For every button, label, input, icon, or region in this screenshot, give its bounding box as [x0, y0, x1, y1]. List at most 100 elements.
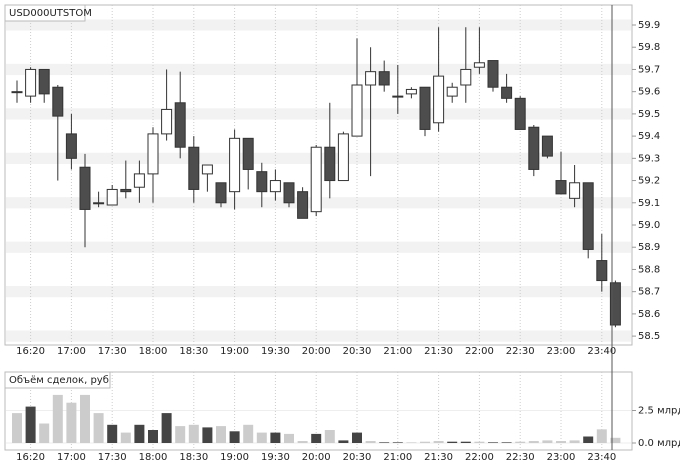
x-tick-label: 22:00 [465, 346, 494, 357]
candle-body [201, 164, 213, 175]
candle-body [38, 68, 50, 95]
volume-bar [474, 441, 485, 443]
x-tick-label: 20:30 [343, 346, 372, 357]
candle-body [419, 86, 431, 130]
y-tick-label: 58.8 [638, 264, 660, 275]
title-box [4, 4, 86, 22]
volume-bar [107, 424, 118, 443]
y-tick-label: 59.6 [638, 87, 660, 98]
volume-bar [39, 423, 50, 443]
plot-layer: 58.5 58.6 58.7 58.8 58.9 59.0 59.1 59.2 59.3 59.4… [6, 5, 680, 463]
volume-bar [596, 429, 607, 443]
volume-bar [148, 430, 158, 443]
y-tick-label: 59.3 [638, 153, 660, 164]
x-tick-label: 19:00 [220, 346, 249, 357]
volume-bar [216, 426, 226, 443]
volume-bar [93, 413, 104, 443]
candle-body [351, 84, 363, 137]
candle-body [473, 62, 485, 68]
volume-bar [134, 424, 145, 443]
y-tick-label: 59.0 [638, 220, 660, 231]
x-tick-label: 20:00 [302, 346, 331, 357]
x-tick-label: 21:30 [424, 346, 453, 357]
candle-body [555, 180, 567, 195]
candle-body [501, 86, 513, 99]
volume-bar [379, 442, 390, 443]
volume-bar [175, 426, 186, 443]
grid-band [6, 19, 631, 31]
x-tick-label: 18:30 [179, 452, 208, 463]
volume-bar [25, 406, 36, 443]
volume-bar [80, 394, 90, 443]
candle-body [446, 86, 458, 97]
candle-body [229, 137, 241, 193]
candle-body [378, 71, 390, 86]
x-tick-label: 18:00 [139, 346, 168, 357]
x-tick-label: 21:30 [424, 452, 453, 463]
volume-bar [256, 432, 267, 443]
x-tick-label: 23:40 [587, 346, 616, 357]
volume-bar [52, 394, 63, 443]
candle-body [188, 146, 200, 190]
x-tick-label: 20:30 [343, 452, 372, 463]
volume-bar [556, 441, 566, 443]
candle-body [365, 71, 377, 86]
x-tick-label: 22:30 [506, 452, 535, 463]
candle-body [596, 260, 608, 282]
x-tick-label: 22:30 [506, 346, 535, 357]
x-tick-label: 17:00 [57, 346, 86, 357]
candle-body [528, 126, 540, 170]
x-tick-label: 23:00 [547, 452, 576, 463]
x-tick-label: 19:30 [261, 452, 290, 463]
y-tick-label: 59.9 [638, 20, 660, 31]
x-tick-label: 22:00 [465, 452, 494, 463]
candle-body [283, 182, 295, 204]
grid-band [6, 330, 631, 342]
grid-band [6, 108, 631, 120]
volume-bar [583, 436, 594, 443]
y-tick-label: 58.5 [638, 331, 660, 342]
candle-body [161, 108, 173, 135]
x-tick-label: 17:30 [98, 346, 127, 357]
candle-body [460, 68, 472, 86]
candle-body [133, 173, 145, 188]
volume-bar [243, 424, 254, 443]
candle-body [569, 182, 581, 199]
x-tick-label: 19:30 [261, 346, 290, 357]
grid-band [6, 241, 631, 253]
volume-title: Объём сделок, руб [9, 375, 109, 386]
candle-body [242, 137, 254, 170]
candle-body [405, 88, 417, 95]
volume-bar [202, 427, 213, 443]
candle-body [79, 166, 91, 210]
volume-bar [338, 440, 349, 443]
candle-body [582, 182, 594, 250]
volume-bar [284, 433, 294, 443]
x-tick-label: 16:20 [16, 346, 45, 357]
x-tick-label: 18:30 [179, 346, 208, 357]
volume-bar [365, 441, 376, 443]
candle-body [541, 135, 553, 157]
candle-body [324, 146, 336, 182]
candle-body [609, 282, 621, 326]
grid-band [6, 286, 631, 298]
y-tick-label: 59.8 [638, 42, 660, 53]
candle-body [310, 146, 322, 213]
volume-bar [406, 442, 417, 443]
volume-bar [542, 440, 553, 443]
volume-bar [229, 431, 240, 443]
x-tick-label: 21:00 [383, 346, 412, 357]
candle-body [65, 133, 77, 159]
volume-bar [297, 441, 308, 443]
y-tick-label: 0.0 млрд [638, 438, 680, 449]
grid-band [6, 63, 631, 76]
y-tick-label: 59.7 [638, 64, 660, 75]
volume-bar [610, 437, 621, 443]
volume-bar [528, 441, 539, 443]
x-tick-label: 23:40 [587, 452, 616, 463]
volume-bar [515, 441, 526, 443]
x-tick-label: 16:20 [16, 452, 45, 463]
y-tick-label: 58.7 [638, 287, 660, 298]
y-tick-label: 59.4 [638, 131, 660, 142]
volume-bar [161, 413, 172, 443]
